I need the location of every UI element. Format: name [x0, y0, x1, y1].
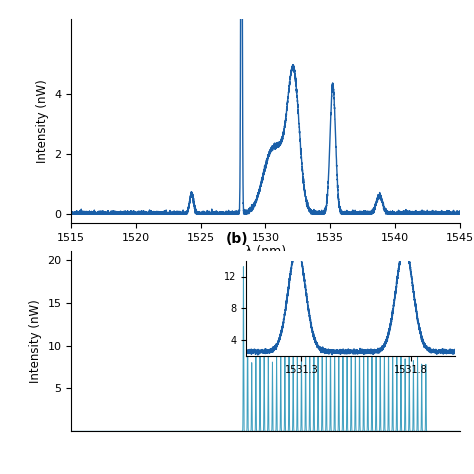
Y-axis label: Intensity (nW): Intensity (nW)	[29, 300, 42, 383]
Text: (b): (b)	[226, 232, 248, 246]
Y-axis label: Intensity (nW): Intensity (nW)	[36, 79, 49, 163]
X-axis label: λ (nm): λ (nm)	[245, 245, 286, 258]
